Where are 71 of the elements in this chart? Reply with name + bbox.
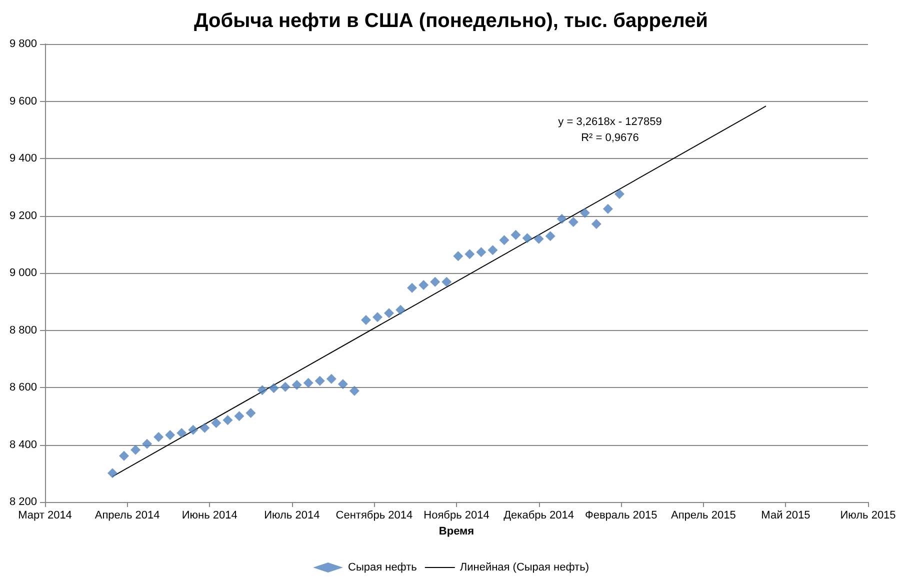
point <box>338 379 348 390</box>
chart-title: Добыча нефти в США (понедельно), тыс. баррелей <box>194 10 708 32</box>
point <box>534 234 544 244</box>
y-tick-label: 8 800 <box>9 324 37 336</box>
point <box>499 235 510 246</box>
x-tick-label: Июль 2015 <box>840 510 896 522</box>
annotation: y = 3,2618x - 127859 <box>558 116 662 128</box>
point <box>257 385 268 396</box>
point <box>222 415 233 426</box>
point <box>165 430 176 440</box>
x-tick-label: Июнь 2014 <box>182 510 238 522</box>
point <box>246 408 256 418</box>
x-tick-label: Сентябрь 2014 <box>336 510 413 522</box>
point <box>211 418 222 428</box>
x-tick-label: Апрель 2015 <box>670 510 736 522</box>
y-tick-label: 9 400 <box>9 152 37 164</box>
x-tick-label: Декабрь 2014 <box>504 510 574 522</box>
point <box>268 383 279 394</box>
x-tick-label: Март 2014 <box>18 510 72 522</box>
point <box>188 424 198 435</box>
point <box>418 280 429 290</box>
point <box>430 276 440 287</box>
point <box>176 428 187 438</box>
y-tick-label: 9 800 <box>9 38 37 50</box>
y-tick-label: 9 200 <box>9 210 37 222</box>
x-tick-label: Апрель 2014 <box>94 510 160 522</box>
point <box>360 314 371 325</box>
point <box>130 444 141 455</box>
point <box>154 432 164 442</box>
point <box>568 217 578 228</box>
point <box>303 378 314 388</box>
y-tick-label: 8 200 <box>9 496 37 508</box>
point <box>614 188 624 199</box>
x-axis-title: Время <box>438 525 474 538</box>
point <box>314 376 325 386</box>
point <box>292 380 302 390</box>
point <box>522 233 532 244</box>
y-tick-label: 8 600 <box>9 382 37 394</box>
point <box>326 374 336 384</box>
point <box>119 450 130 461</box>
y-tick-label: 8 400 <box>9 438 37 451</box>
x-tick-label: Май 2015 <box>761 510 810 522</box>
legend-label: Сырая нефть <box>348 562 418 574</box>
point <box>200 422 210 433</box>
point <box>407 282 418 293</box>
point <box>372 312 382 322</box>
point <box>591 219 602 230</box>
x-tick-label: Февраль 2015 <box>584 510 658 522</box>
y-tick-label: 9 000 <box>9 267 37 279</box>
x-tick-label: Ноябрь 2014 <box>424 510 490 522</box>
point <box>396 304 406 315</box>
point <box>488 245 498 256</box>
annotation: R² = 0,9676 <box>581 132 639 144</box>
point <box>602 204 613 214</box>
point <box>142 438 152 449</box>
y-tick-label: 9 600 <box>9 95 37 108</box>
point <box>556 214 567 224</box>
point <box>545 231 556 242</box>
point <box>349 386 360 396</box>
point <box>234 411 244 422</box>
x-tick-label: Июль 2014 <box>264 510 320 522</box>
point <box>107 468 118 478</box>
point <box>464 249 475 260</box>
point <box>510 230 521 240</box>
point <box>453 251 464 262</box>
point <box>384 308 394 318</box>
point <box>580 208 590 218</box>
legend-label: Линейная (Сырая нефть) <box>460 562 589 574</box>
point <box>280 382 290 392</box>
point <box>476 247 486 258</box>
point <box>442 276 452 287</box>
